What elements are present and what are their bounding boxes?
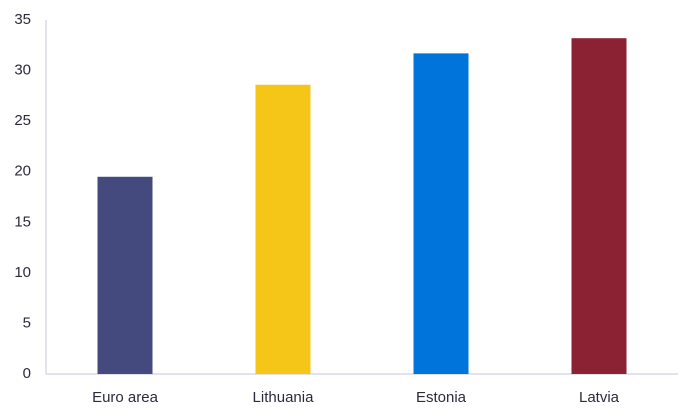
y-tick-label: 0 <box>23 365 31 382</box>
bar <box>97 176 153 374</box>
x-tick-label: Lithuania <box>253 389 315 406</box>
y-tick-label: 5 <box>23 314 31 331</box>
y-tick-label: 20 <box>14 163 31 180</box>
x-tick-label: Euro area <box>92 389 159 406</box>
x-tick-label: Estonia <box>416 389 467 406</box>
y-tick-label: 15 <box>14 213 31 230</box>
bar <box>255 84 311 374</box>
x-tick-label: Latvia <box>579 389 620 406</box>
y-tick-label: 30 <box>14 62 31 79</box>
y-tick-label: 10 <box>14 264 31 281</box>
bar <box>571 38 627 374</box>
bar <box>413 53 469 375</box>
y-tick-label: 35 <box>14 11 31 28</box>
y-tick-label: 25 <box>14 112 31 129</box>
